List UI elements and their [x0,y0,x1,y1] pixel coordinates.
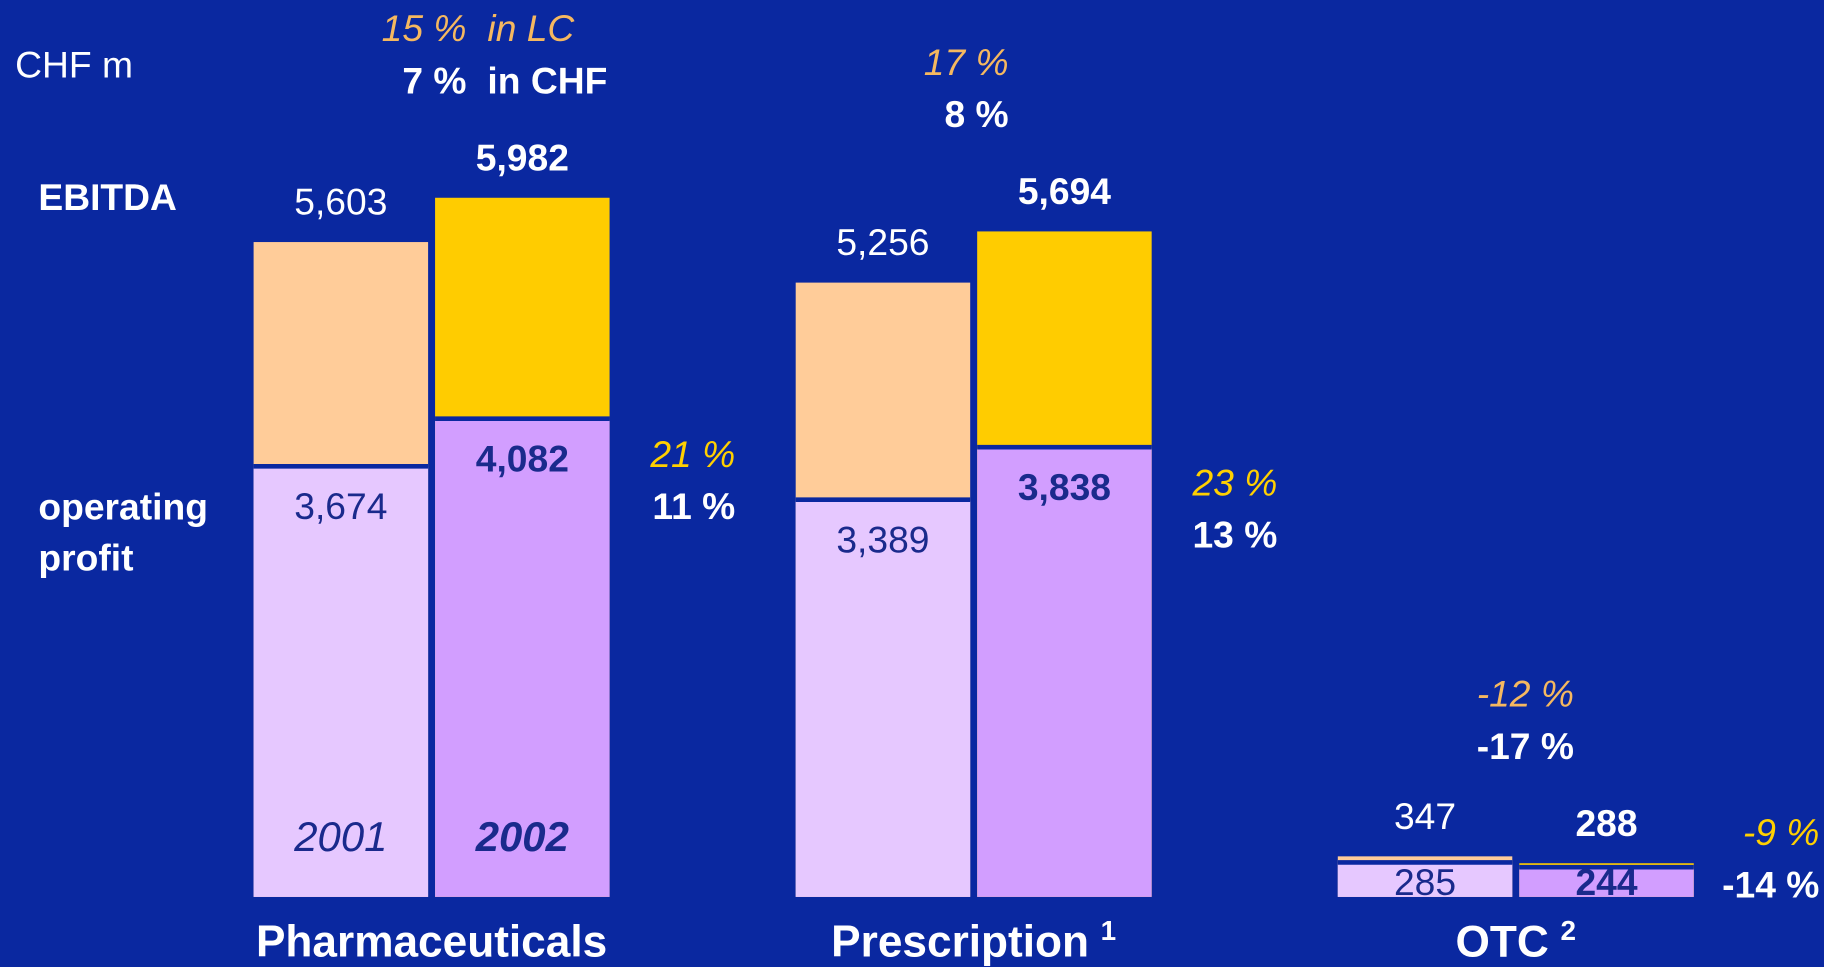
op-bar [435,419,610,897]
group-label: Prescription 1 [831,915,1116,966]
ebitda-value-label: 5,256 [836,221,929,263]
op-growth-chf: 11 % [652,485,735,527]
ebitda-growth-chf: 7 % [402,60,466,102]
ebitda-value-label: 5,694 [1018,170,1111,212]
ebitda-value-label: 347 [1394,795,1456,837]
op-value-label: 3,838 [1018,466,1111,508]
op-growth-lc: 21 % [649,433,735,475]
ebitda-value-label: 5,603 [294,181,387,223]
ebitda-growth-chf: 8 % [944,93,1008,135]
op-growth-chf: 13 % [1192,514,1277,556]
unit-label: CHF m [15,43,133,85]
group-label: Pharmaceuticals [256,917,607,966]
ebitda-growth-lc: 17 % [924,41,1009,83]
ebitda-growth-chf: -17 % [1477,725,1574,767]
group-label: OTC 2 [1456,915,1576,966]
op-bar [977,448,1152,897]
chart-body: CHF m EBITDA operating profit 5,603 3,674 2… [15,7,1819,966]
chf-label: in CHF [487,60,607,102]
group-footnote: 1 [1101,915,1117,946]
group-name: OTC [1456,917,1549,966]
group-footnote: 2 [1560,915,1576,946]
op-growth-lc: -9 % [1743,811,1820,853]
year-label: 2002 [475,813,569,860]
year-label: 2001 [293,813,387,860]
op-bar [1337,863,1513,897]
op-value-label: 285 [1394,861,1456,903]
op-bar [253,467,429,897]
op-value-label: 4,082 [476,438,569,480]
lc-label: in LC [487,7,575,49]
ebitda-growth-lc: -12 % [1477,673,1574,715]
series-label: operating profit [38,485,208,578]
op-growth-lc: 23 % [1191,461,1277,503]
ebitda-value-label: 5,982 [476,136,569,178]
op-value-label: 244 [1575,861,1637,903]
group-name: Prescription [831,917,1089,966]
ebitda-growth-lc: 15 % [382,7,467,49]
group-name: Pharmaceuticals [256,917,607,966]
op-growth-chf: -14 % [1722,863,1819,905]
op-value-label: 3,389 [836,519,929,561]
op-bar [1519,868,1694,897]
op-value-label: 3,674 [294,485,387,527]
op-bar [795,500,971,897]
ebitda-value-label: 288 [1575,802,1637,844]
series-label: EBITDA [38,176,177,218]
